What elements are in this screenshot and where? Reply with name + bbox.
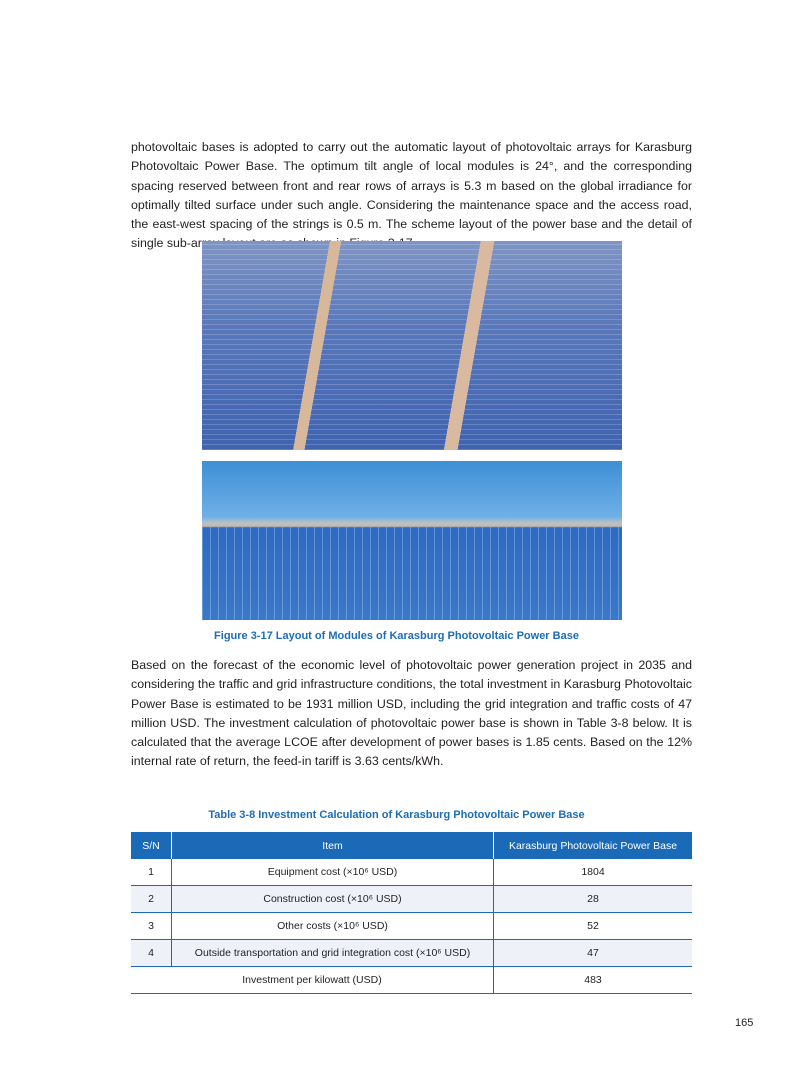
cell-value: 47 xyxy=(493,939,692,967)
table-row: 2 Construction cost (×10⁶ USD) 28 xyxy=(131,885,692,913)
table-header-row: S/N Item Karasburg Photovoltaic Power Ba… xyxy=(131,832,692,859)
cell-item: Outside transportation and grid integrat… xyxy=(171,939,494,967)
cell-sn: 3 xyxy=(131,912,172,940)
solar-array-horizon-photo xyxy=(202,461,622,620)
cell-sn: 2 xyxy=(131,885,172,913)
cell-value: 52 xyxy=(493,912,692,940)
cell-value: 28 xyxy=(493,885,692,913)
solar-array-aerial-photo xyxy=(202,241,622,450)
header-sn: S/N xyxy=(131,832,172,859)
cell-item: Equipment cost (×10⁶ USD) xyxy=(171,859,494,886)
investment-table: S/N Item Karasburg Photovoltaic Power Ba… xyxy=(131,832,692,994)
cell-value: 1804 xyxy=(493,859,692,886)
header-item: Item xyxy=(171,832,494,859)
cell-item: Investment per kilowatt (USD) xyxy=(131,966,494,994)
table-row: 4 Outside transportation and grid integra… xyxy=(131,939,692,967)
table-caption: Table 3-8 Investment Calculation of Kara… xyxy=(208,809,585,821)
cell-item: Other costs (×10⁶ USD) xyxy=(171,912,494,940)
figure-caption: Figure 3-17 Layout of Modules of Karasbu… xyxy=(214,630,579,642)
cell-item: Construction cost (×10⁶ USD) xyxy=(171,885,494,913)
cell-sn: 4 xyxy=(131,939,172,967)
body-paragraph: photovoltaic bases is adopted to carry o… xyxy=(131,140,692,250)
header-value: Karasburg Photovoltaic Power Base xyxy=(493,832,692,859)
body-paragraph: Based on the forecast of the economic le… xyxy=(131,658,692,768)
page-number: 165 xyxy=(735,1017,754,1029)
table-row: 3 Other costs (×10⁶ USD) 52 xyxy=(131,912,692,940)
cell-value: 483 xyxy=(493,966,692,994)
table-total-row: Investment per kilowatt (USD) 483 xyxy=(131,966,692,994)
cell-sn: 1 xyxy=(131,859,172,886)
table-row: 1 Equipment cost (×10⁶ USD) 1804 xyxy=(131,859,692,886)
